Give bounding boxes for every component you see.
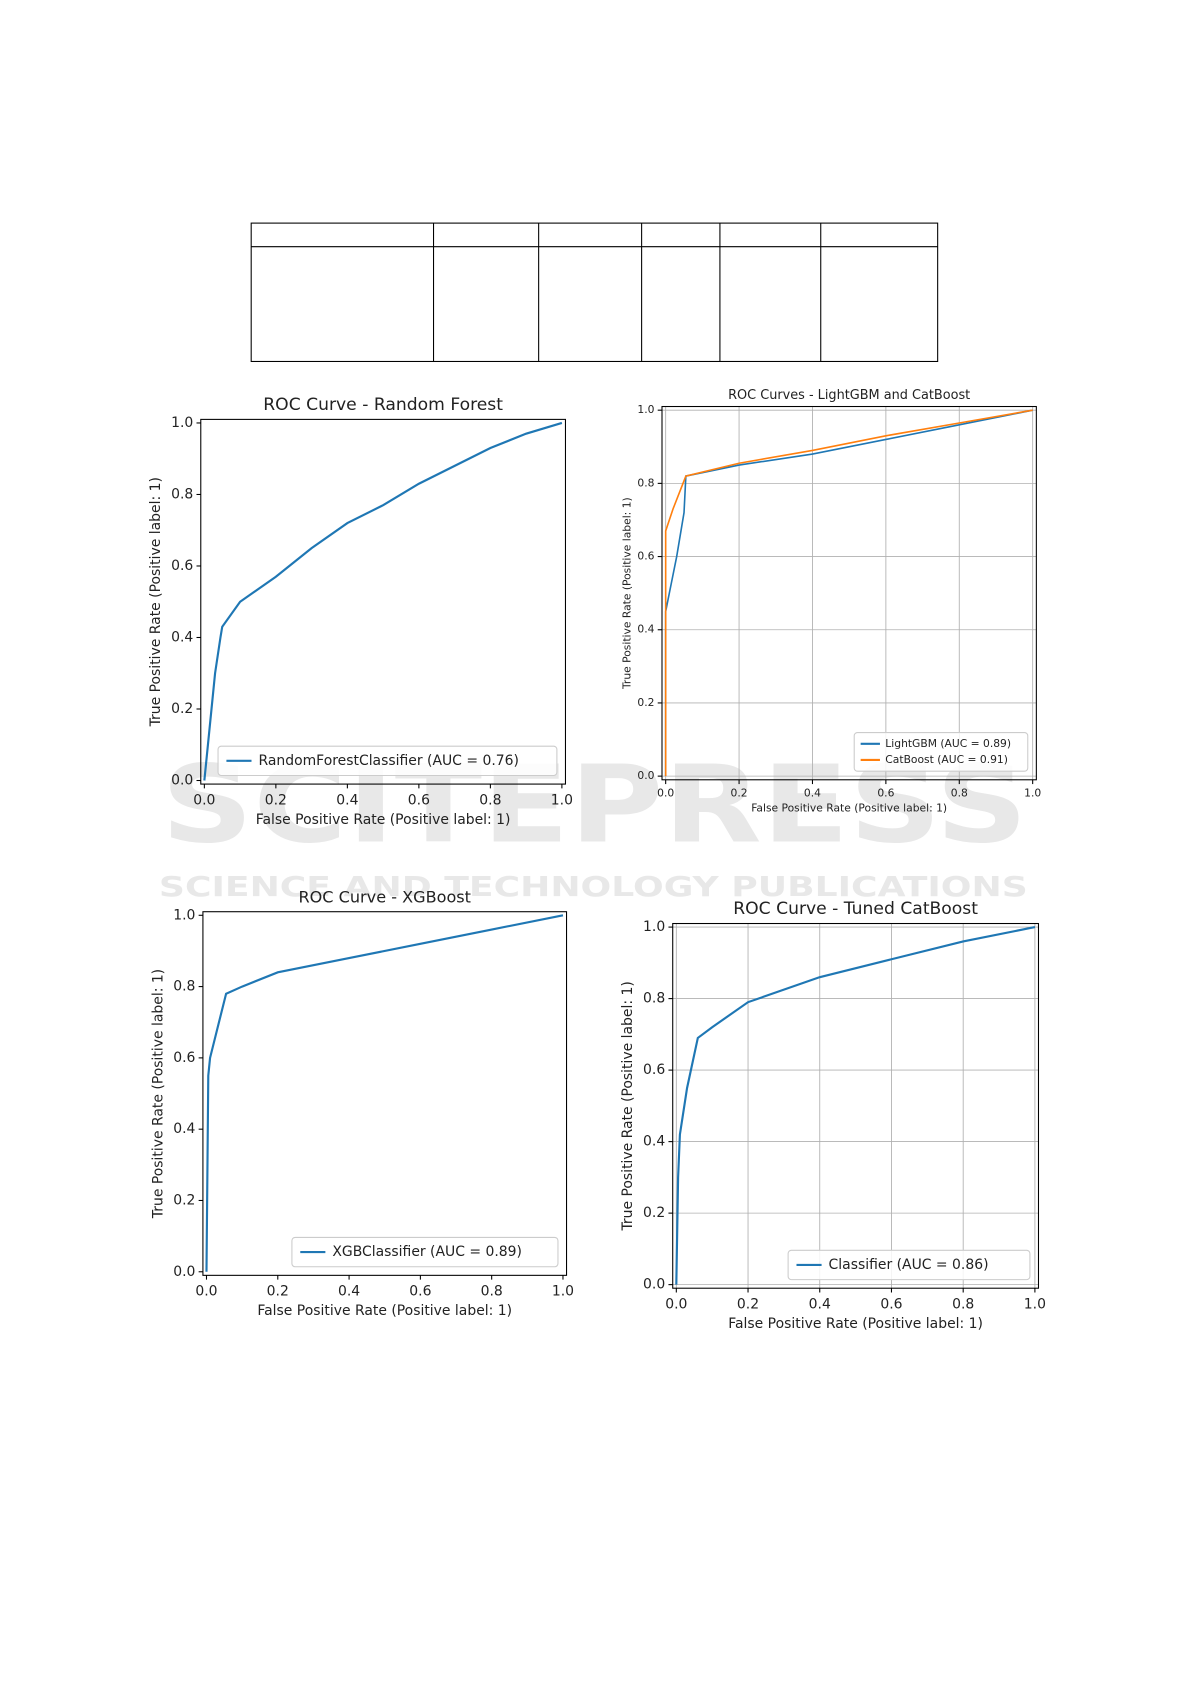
roc-curve	[664, 409, 1033, 777]
chart-title: ROC Curve - XGBoost	[298, 888, 470, 907]
y-tick-label: 0.2	[643, 1205, 665, 1221]
y-tick-label: 0.4	[171, 629, 193, 645]
y-tick-label: 0.8	[643, 991, 665, 1007]
y-tick-label: 0.0	[643, 1277, 665, 1293]
legend-box	[853, 732, 1029, 772]
empty-table	[250, 222, 939, 363]
y-tick-label: 0.6	[173, 1050, 195, 1066]
legend-label: LightGBM (AUC = 0.89)	[885, 737, 1011, 750]
x-tick-label: 0.4	[336, 792, 358, 808]
legend-box	[217, 745, 558, 777]
x-tick-label: 0.2	[737, 1296, 759, 1312]
y-tick-label: 0.6	[643, 1062, 665, 1078]
x-tick-label: 0.4	[809, 1296, 831, 1312]
x-tick-label: 0.6	[877, 787, 894, 800]
x-tick-label: 0.8	[479, 792, 501, 808]
legend-label: Classifier (AUC = 0.86)	[829, 1257, 989, 1273]
chart-title: ROC Curve - Tuned CatBoost	[733, 899, 978, 919]
x-tick-label: 0.2	[265, 792, 287, 808]
plot-frame	[661, 405, 1037, 781]
x-tick-label: 0.8	[952, 1296, 974, 1312]
table-border	[250, 222, 939, 363]
y-tick-label: 0.2	[173, 1192, 195, 1208]
x-tick-label: 0.6	[880, 1296, 902, 1312]
y-tick-label: 1.0	[171, 415, 193, 431]
y-tick-label: 0.4	[173, 1121, 195, 1137]
y-tick-label: 0.6	[637, 550, 654, 563]
y-axis-label: True Positive Rate (Positive label: 1)	[150, 969, 166, 1219]
y-tick-label: 0.8	[171, 486, 193, 502]
roc-curve	[203, 421, 563, 781]
y-tick-label: 0.0	[171, 773, 193, 789]
x-axis-label: False Positive Rate (Positive label: 1)	[256, 812, 511, 828]
chart: 0.0 0.2 0.4 0.6 0.8 1.0 0.0 0.2 0.4 0.6 0.8 1.0 ROC …	[150, 888, 574, 1320]
x-tick-label: 1.0	[1024, 1296, 1046, 1312]
x-tick-label: 0.0	[657, 787, 674, 800]
chart-title: ROC Curve - Random Forest	[263, 395, 503, 415]
x-tick-label: 0.2	[267, 1284, 289, 1300]
x-axis-label: False Positive Rate (Positive label: 1)	[728, 1316, 983, 1332]
y-axis-label: True Positive Rate (Positive label: 1)	[621, 497, 634, 690]
y-tick-label: 1.0	[173, 907, 195, 923]
legend-label: CatBoost (AUC = 0.91)	[885, 753, 1008, 766]
plot-frame	[672, 922, 1040, 1289]
x-tick-label: 0.8	[951, 787, 968, 800]
y-tick-label: 0.2	[637, 696, 654, 709]
chart: 0.0 0.2 0.4 0.6 0.8 1.0 0.0 0.2 0.4 0.6 0.8 1.0 ROC …	[148, 395, 573, 828]
y-tick-label: 0.0	[173, 1264, 195, 1280]
roc-curve	[664, 409, 1033, 777]
y-tick-label: 0.8	[173, 979, 195, 995]
x-tick-label: 0.2	[731, 787, 748, 800]
x-axis-label: False Positive Rate (Positive label: 1)	[257, 1303, 512, 1319]
x-tick-label: 0.0	[665, 1296, 687, 1312]
chart: 0.0 0.2 0.4 0.6 0.8 1.0 0.0 0.2 0.4 0.6 0.8 1.0 ROC …	[620, 899, 1046, 1332]
y-tick-label: 0.6	[171, 558, 193, 574]
x-tick-label: 1.0	[551, 792, 573, 808]
watermark-tagline: SCIENCE AND TECHNOLOGY PUBLICATIONS	[159, 870, 1028, 903]
chart: 0.0 0.2 0.4 0.6 0.8 1.0 0.0 0.2 0.4 0.6 0.8 1.0 ROC …	[621, 388, 1042, 815]
legend-box	[291, 1236, 559, 1268]
legend-box	[787, 1249, 1031, 1281]
y-tick-label: 0.4	[637, 623, 654, 636]
roc-curve	[675, 926, 1036, 1285]
y-tick-label: 1.0	[643, 919, 665, 935]
x-tick-label: 0.0	[193, 792, 215, 808]
x-tick-label: 1.0	[1024, 787, 1041, 800]
y-axis-label: True Positive Rate (Positive label: 1)	[620, 981, 636, 1231]
x-tick-label: 0.6	[409, 1284, 431, 1300]
x-tick-label: 0.8	[481, 1284, 503, 1300]
chart-title: ROC Curves - LightGBM and CatBoost	[728, 388, 970, 403]
y-tick-label: 0.2	[171, 701, 193, 717]
y-tick-label: 0.8	[637, 476, 654, 489]
y-axis-label: True Positive Rate (Positive label: 1)	[148, 477, 164, 727]
plot-frame	[202, 911, 568, 1276]
plot-frame	[200, 418, 567, 785]
y-tick-label: 0.0	[637, 769, 654, 782]
x-tick-label: 0.6	[408, 792, 430, 808]
x-tick-label: 1.0	[552, 1284, 574, 1300]
x-tick-label: 0.0	[195, 1284, 217, 1300]
x-axis-label: False Positive Rate (Positive label: 1)	[751, 802, 947, 815]
legend-label: XGBClassifier (AUC = 0.89)	[332, 1244, 522, 1260]
legend-label: RandomForestClassifier (AUC = 0.76)	[258, 753, 518, 769]
roc-curve	[205, 914, 564, 1272]
y-tick-label: 0.4	[643, 1134, 665, 1150]
x-tick-label: 0.4	[804, 787, 821, 800]
x-tick-label: 0.4	[338, 1284, 360, 1300]
y-tick-label: 1.0	[637, 403, 654, 416]
